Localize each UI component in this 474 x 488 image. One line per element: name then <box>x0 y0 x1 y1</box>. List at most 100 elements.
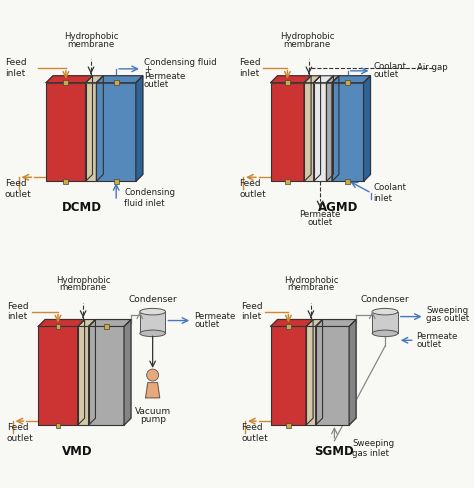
Polygon shape <box>78 320 85 425</box>
Ellipse shape <box>372 330 398 337</box>
Text: Condensing fluid: Condensing fluid <box>144 59 217 67</box>
Text: Hydrophobic: Hydrophobic <box>64 32 118 41</box>
Polygon shape <box>271 76 311 82</box>
Text: Vacuum: Vacuum <box>135 407 171 416</box>
Polygon shape <box>306 320 322 326</box>
Polygon shape <box>332 76 339 181</box>
Polygon shape <box>349 320 356 425</box>
Ellipse shape <box>372 308 398 315</box>
Polygon shape <box>86 76 103 82</box>
Polygon shape <box>304 76 320 82</box>
Polygon shape <box>306 320 313 425</box>
Polygon shape <box>96 76 103 181</box>
Bar <box>346 80 350 85</box>
Polygon shape <box>146 383 160 398</box>
Polygon shape <box>46 76 92 82</box>
Text: Condenser: Condenser <box>361 295 410 305</box>
Polygon shape <box>316 320 322 425</box>
Text: Coolant
inlet: Coolant inlet <box>374 183 406 203</box>
Text: Feed
inlet: Feed inlet <box>241 302 263 322</box>
Bar <box>55 324 61 329</box>
Bar <box>64 80 68 85</box>
Bar <box>285 179 290 184</box>
Text: outlet: outlet <box>194 320 219 329</box>
Bar <box>55 423 61 427</box>
Circle shape <box>146 369 159 381</box>
Bar <box>327 82 332 181</box>
Text: pump: pump <box>140 415 165 424</box>
Text: Hydrophobic: Hydrophobic <box>283 276 338 285</box>
Text: Coolant: Coolant <box>374 62 406 71</box>
Bar <box>78 326 89 425</box>
Text: membrane: membrane <box>283 40 330 49</box>
Bar <box>89 326 124 425</box>
Polygon shape <box>136 76 143 181</box>
Polygon shape <box>78 320 95 326</box>
Text: Hydrophobic: Hydrophobic <box>280 32 334 41</box>
Polygon shape <box>271 320 313 326</box>
Polygon shape <box>314 76 320 181</box>
Bar <box>38 326 78 425</box>
Text: outlet: outlet <box>144 80 169 89</box>
Bar <box>104 324 109 329</box>
Bar <box>86 82 96 181</box>
Ellipse shape <box>140 308 165 315</box>
Text: outlet: outlet <box>417 340 442 349</box>
Text: Permeate: Permeate <box>144 72 185 81</box>
Bar <box>346 179 350 184</box>
Text: Feed
outlet: Feed outlet <box>241 423 268 443</box>
Polygon shape <box>327 76 333 181</box>
Text: +: + <box>144 65 151 74</box>
Text: outlet: outlet <box>374 70 399 79</box>
Polygon shape <box>38 320 85 326</box>
Text: Feed
inlet: Feed inlet <box>7 302 28 322</box>
Bar <box>286 324 291 329</box>
Polygon shape <box>316 320 356 326</box>
Text: Permeate: Permeate <box>417 332 458 341</box>
Text: Feed
outlet: Feed outlet <box>7 423 34 443</box>
Text: Permeate: Permeate <box>300 210 341 219</box>
Text: Sweeping
gas inlet: Sweeping gas inlet <box>352 439 394 458</box>
Bar <box>114 179 118 184</box>
Polygon shape <box>86 76 92 181</box>
Polygon shape <box>364 76 371 181</box>
Bar <box>314 82 327 181</box>
Text: Condensing
fluid inlet: Condensing fluid inlet <box>124 188 175 208</box>
Text: SGMD: SGMD <box>314 445 354 458</box>
Text: membrane: membrane <box>60 284 107 292</box>
Text: Air gap: Air gap <box>417 63 447 72</box>
Bar <box>271 82 304 181</box>
Text: Hydrophobic: Hydrophobic <box>56 276 110 285</box>
Bar <box>96 82 136 181</box>
Bar <box>114 80 118 85</box>
Text: membrane: membrane <box>287 284 335 292</box>
Bar <box>140 312 165 333</box>
Polygon shape <box>89 320 131 326</box>
Text: Feed
outlet: Feed outlet <box>239 180 266 199</box>
Bar <box>286 423 291 427</box>
Bar <box>316 326 349 425</box>
Text: VMD: VMD <box>63 445 93 458</box>
Bar <box>64 179 68 184</box>
Text: Feed
inlet: Feed inlet <box>5 58 27 78</box>
Text: DCMD: DCMD <box>62 201 101 214</box>
Bar <box>46 82 86 181</box>
Bar <box>332 82 364 181</box>
Polygon shape <box>89 320 95 425</box>
Polygon shape <box>124 320 131 425</box>
Polygon shape <box>96 76 143 82</box>
Text: Permeate: Permeate <box>194 312 236 321</box>
Text: Condenser: Condenser <box>128 295 177 305</box>
Text: Sweeping: Sweeping <box>427 306 469 315</box>
Bar <box>304 82 314 181</box>
Text: Feed
outlet: Feed outlet <box>5 180 31 199</box>
Bar <box>271 326 306 425</box>
Polygon shape <box>314 76 333 82</box>
Text: outlet: outlet <box>308 218 333 227</box>
Ellipse shape <box>140 330 165 337</box>
Bar <box>306 326 316 425</box>
Bar <box>285 80 290 85</box>
Polygon shape <box>332 76 371 82</box>
Text: membrane: membrane <box>67 40 115 49</box>
Text: Feed
inlet: Feed inlet <box>239 58 261 78</box>
